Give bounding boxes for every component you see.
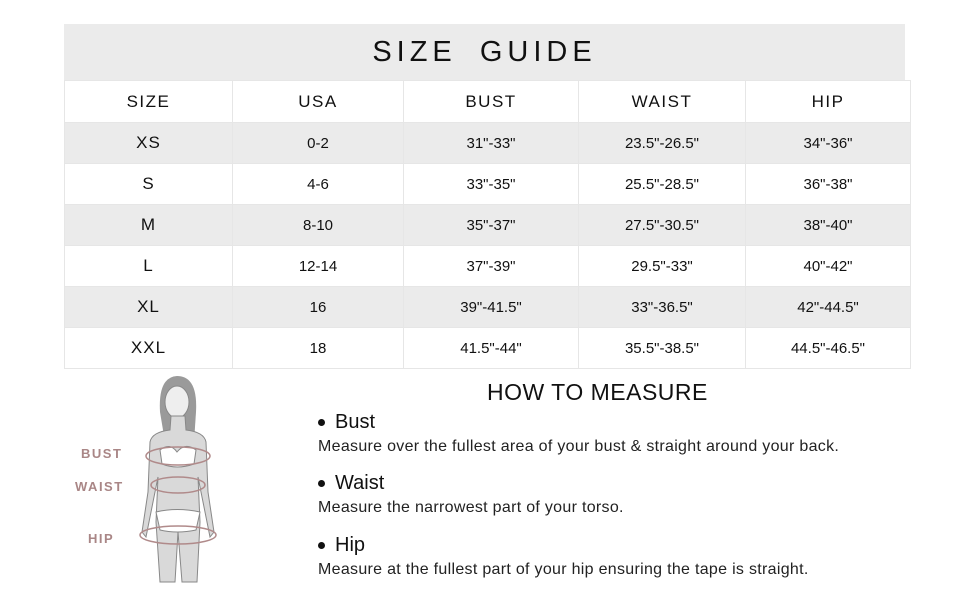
item-heading: Hip [335, 534, 366, 556]
table-cell: 0-2 [232, 122, 404, 164]
table-cell: S [64, 163, 233, 205]
table-cell: 39"-41.5" [403, 286, 579, 328]
table-row: M 8-10 35"-37" 27.5"-30.5" 38"-40" [64, 204, 911, 246]
table-cell: 16 [232, 286, 404, 328]
table-cell: 12-14 [232, 245, 404, 287]
table-row: XS 0-2 31"-33" 23.5"-26.5" 34"-36" [64, 122, 911, 164]
table-cell: 29.5"-33" [578, 245, 746, 287]
how-to-measure-title: HOW TO MEASURE [487, 379, 708, 405]
table-cell: 33"-36.5" [578, 286, 746, 328]
table-cell: 25.5"-28.5" [578, 163, 746, 205]
size-guide-title: SIZE GUIDE [64, 24, 905, 80]
table-cell: 36"-38" [745, 163, 911, 205]
bullet-icon [318, 542, 325, 549]
measure-item-hip: Hip Measure at the fullest part of your … [318, 534, 809, 579]
table-header-row: SIZE USA BUST WAIST HIP [64, 80, 911, 123]
column-header: USA [232, 80, 404, 123]
table-cell: 23.5"-26.5" [578, 122, 746, 164]
table-cell: 41.5"-44" [403, 327, 579, 369]
table-cell: XL [64, 286, 233, 328]
waist-label: WAIST [75, 479, 124, 494]
column-header: SIZE [64, 80, 233, 123]
item-description: Measure at the fullest part of your hip … [318, 561, 809, 578]
table-cell: 38"-40" [745, 204, 911, 246]
table-cell: 35.5"-38.5" [578, 327, 746, 369]
hip-label: HIP [88, 531, 115, 546]
table-cell: 34"-36" [745, 122, 911, 164]
table-cell: 4-6 [232, 163, 404, 205]
bullet-icon [318, 480, 325, 487]
table-cell: XS [64, 122, 233, 164]
table-cell: 33"-35" [403, 163, 579, 205]
item-heading: Waist [335, 472, 385, 494]
table-cell: 27.5"-30.5" [578, 204, 746, 246]
table-cell: 18 [232, 327, 404, 369]
item-heading: Bust [335, 411, 376, 433]
bust-label: BUST [81, 446, 123, 461]
measure-item-bust: Bust Measure over the fullest area of yo… [318, 411, 839, 456]
item-description: Measure the narrowest part of your torso… [318, 499, 624, 516]
size-table: SIZE USA BUST WAIST HIP XS 0-2 31"-33" 23.5"-26… [64, 80, 911, 369]
table-row: S 4-6 33"-35" 25.5"-28.5" 36"-38" [64, 163, 911, 205]
table-cell: L [64, 245, 233, 287]
table-cell: 37"-39" [403, 245, 579, 287]
column-header: WAIST [578, 80, 746, 123]
item-description: Measure over the fullest area of your bu… [318, 438, 840, 455]
table-cell: M [64, 204, 233, 246]
table-cell: 40"-42" [745, 245, 911, 287]
table-row: XXL 18 41.5"-44" 35.5"-38.5" 44.5"-46.5" [64, 327, 911, 369]
table-row: L 12-14 37"-39" 29.5"-33" 40"-42" [64, 245, 911, 287]
table-cell: XXL [64, 327, 233, 369]
table-cell: 8-10 [232, 204, 404, 246]
table-cell: 31"-33" [403, 122, 579, 164]
column-header: HIP [745, 80, 911, 123]
table-row: XL 16 39"-41.5" 33"-36.5" 42"-44.5" [64, 286, 911, 328]
body-measurement-illustration [139, 376, 217, 583]
table-cell: 44.5"-46.5" [745, 327, 911, 369]
table-cell: 42"-44.5" [745, 286, 911, 328]
bullet-icon [318, 419, 325, 426]
column-header: BUST [403, 80, 579, 123]
table-cell: 35"-37" [403, 204, 579, 246]
measure-item-waist: Waist Measure the narrowest part of your… [318, 472, 624, 517]
